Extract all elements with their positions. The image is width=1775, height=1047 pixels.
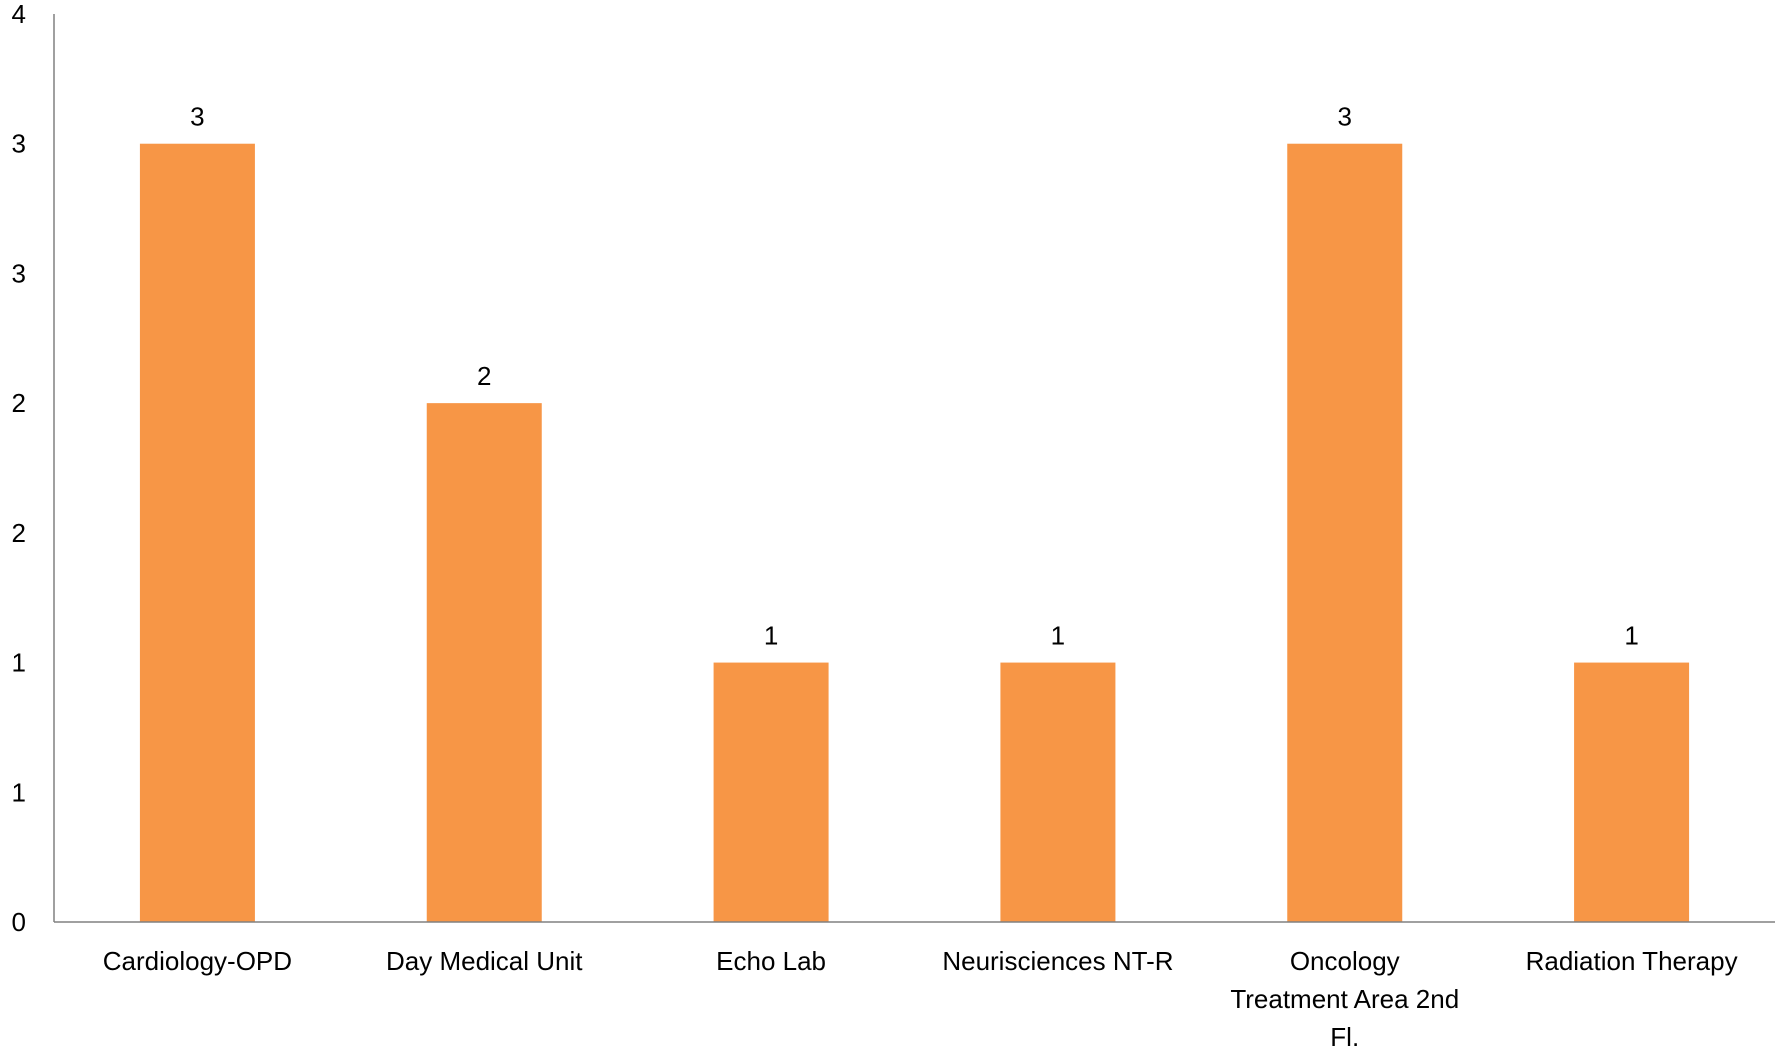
data-label: 3 bbox=[1338, 102, 1352, 132]
x-tick-label: Radiation Therapy bbox=[1526, 946, 1738, 976]
x-tick-label: Echo Lab bbox=[716, 946, 826, 976]
data-label: 1 bbox=[1051, 621, 1065, 651]
data-label: 3 bbox=[190, 102, 204, 132]
x-tick-label: Day Medical Unit bbox=[386, 946, 583, 976]
y-tick-label: 3 bbox=[12, 129, 26, 159]
bars bbox=[139, 143, 1690, 923]
y-tick-label: 4 bbox=[12, 0, 26, 29]
x-tick-label-line: Day Medical Unit bbox=[386, 946, 583, 976]
bar bbox=[713, 662, 829, 922]
x-tick-label: Oncology Treatment Area 2nd Fl. bbox=[1230, 946, 1459, 1047]
data-label: 1 bbox=[1624, 621, 1638, 651]
x-tick-label: Neurisciences NT-R bbox=[942, 946, 1173, 976]
data-label: 2 bbox=[477, 361, 491, 391]
x-tick-label-line: Fl. bbox=[1330, 1022, 1359, 1047]
x-tick-label-line: Cardiology-OPD bbox=[103, 946, 292, 976]
x-tick-label-line: Oncology bbox=[1290, 946, 1400, 976]
x-tick-label: Cardiology-OPD bbox=[103, 946, 292, 976]
data-labels: 3 2 1 1 3 1 bbox=[190, 102, 1639, 651]
x-tick-label-line: Echo Lab bbox=[716, 946, 826, 976]
y-tick-label: 1 bbox=[12, 777, 26, 807]
y-tick-label: 3 bbox=[12, 258, 26, 288]
y-axis-tick-labels: 0 1 1 2 2 3 3 4 bbox=[12, 0, 26, 937]
y-tick-label: 0 bbox=[12, 907, 26, 937]
x-tick-label-line: Radiation Therapy bbox=[1526, 946, 1738, 976]
bar bbox=[1000, 662, 1116, 922]
bar bbox=[1574, 662, 1690, 922]
x-tick-label-line: Neurisciences NT-R bbox=[942, 946, 1173, 976]
x-axis-category-labels: Cardiology-OPD Day Medical Unit Echo Lab Ne… bbox=[103, 946, 1738, 1047]
data-label: 1 bbox=[764, 621, 778, 651]
x-tick-label-line: Treatment Area 2nd bbox=[1230, 984, 1459, 1014]
bar bbox=[139, 143, 255, 922]
y-tick-label: 2 bbox=[12, 518, 26, 548]
bar bbox=[426, 403, 542, 923]
y-tick-label: 2 bbox=[12, 388, 26, 418]
y-tick-label: 1 bbox=[12, 648, 26, 678]
bar bbox=[1287, 143, 1403, 922]
